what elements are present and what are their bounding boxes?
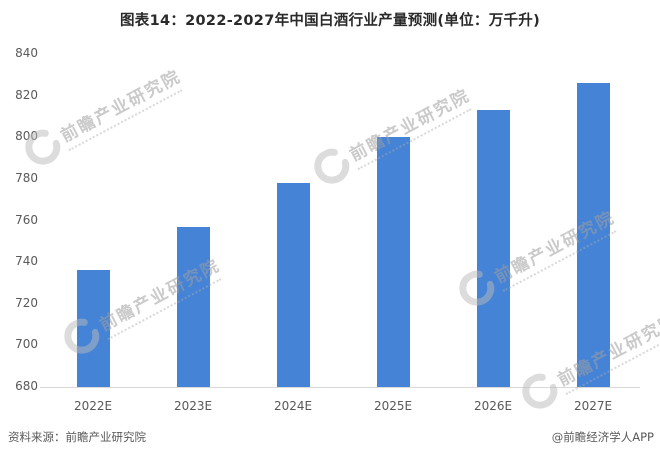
y-axis-tick-label: 720: [15, 295, 38, 310]
watermark-text: 前瞻产业研究院: [57, 66, 185, 147]
y-axis-tick-label: 760: [15, 212, 38, 227]
y-axis-tick-label: 800: [15, 129, 38, 144]
y-axis-tick-label: 680: [15, 379, 38, 393]
bar-2024E: [276, 183, 310, 387]
y-axis-tick-label: 780: [15, 170, 38, 185]
bar-2022E: [76, 270, 110, 387]
y-axis-tick-label: 700: [15, 337, 38, 352]
y-axis-tick-label: 840: [15, 46, 38, 60]
bar-2027E: [576, 83, 610, 387]
x-axis-category-label: 2022E: [73, 399, 113, 413]
bar-2026E: [476, 110, 510, 387]
watermark-dotted-line: [357, 108, 472, 171]
source-note: 资料来源：前瞻产业研究院: [8, 430, 146, 444]
x-axis-category-label: 2023E: [173, 399, 213, 413]
watermark: 前瞻产业研究院: [16, 55, 191, 176]
y-axis-tick-label: 740: [15, 254, 38, 269]
x-axis-category-label: 2025E: [373, 399, 413, 413]
qianzhan-logo-icon: [314, 148, 350, 184]
x-axis-category-label: 2026E: [473, 399, 513, 413]
chart-title: 图表14：2022-2027年中国白酒行业产量预测(单位：万千升): [119, 13, 541, 29]
x-axis-category-label: 2027E: [573, 399, 613, 413]
x-axis-category-label: 2024E: [273, 399, 313, 413]
y-axis-tick-label: 820: [15, 87, 38, 102]
bar-2025E: [376, 137, 410, 387]
credit-note: @前瞻经济学人APP: [551, 430, 654, 444]
bar-2023E: [176, 226, 210, 387]
watermark-dotted-line: [68, 89, 183, 152]
x-axis-baseline: [40, 387, 640, 388]
